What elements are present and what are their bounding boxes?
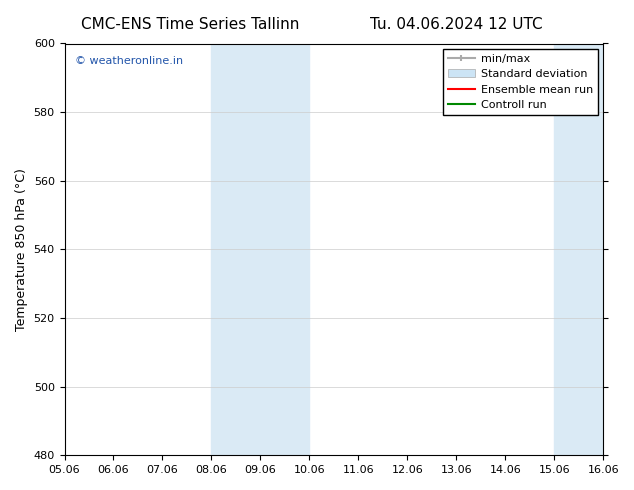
Text: © weatheronline.in: © weatheronline.in (75, 56, 183, 66)
Bar (554, 44, 634, 455)
Bar (211, 44, 309, 455)
Text: CMC-ENS Time Series Tallinn: CMC-ENS Time Series Tallinn (81, 17, 299, 32)
Text: Tu. 04.06.2024 12 UTC: Tu. 04.06.2024 12 UTC (370, 17, 543, 32)
Legend: min/max, Standard deviation, Ensemble mean run, Controll run: min/max, Standard deviation, Ensemble me… (443, 49, 598, 115)
Y-axis label: Temperature 850 hPa (°C): Temperature 850 hPa (°C) (15, 168, 28, 331)
